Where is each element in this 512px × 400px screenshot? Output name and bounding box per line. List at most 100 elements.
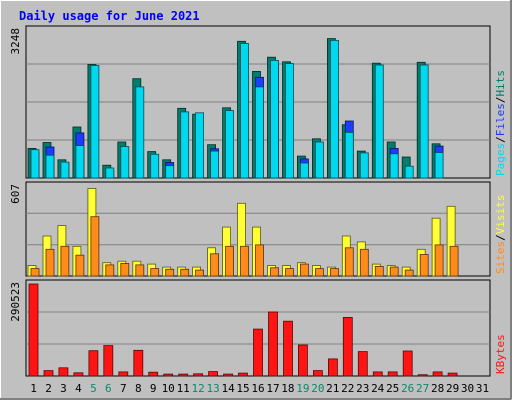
bar-pages: Day 22 Pages 1000 <box>344 131 354 179</box>
panel-visits-sites-legend-label: Sites/Visits <box>494 195 507 275</box>
bar-pages: Day 10 Pages 270 <box>165 165 175 179</box>
bar-pages: Day 25 Pages 530 <box>389 153 399 179</box>
bar-pages: Day 8 Pages 2000 <box>135 86 145 179</box>
bar-sites: Day 24 Sites 65 <box>374 265 384 277</box>
bar-kbytes: Day 27 KBytes 4000 <box>417 374 428 377</box>
bar-pages: Day 2 Pages 500 <box>45 154 55 179</box>
x-tick-label: 3 <box>60 382 67 395</box>
bar-pages: Day 9 Pages 520 <box>150 153 160 179</box>
bar-sites: Day 4 Sites 140 <box>75 254 85 277</box>
x-tick-label: 7 <box>120 382 127 395</box>
bar-kbytes: Day 26 KBytes 79000 <box>402 350 413 377</box>
bar-sites: Day 25 Sites 60 <box>389 266 399 277</box>
bar-pages: Day 6 Pages 220 <box>105 167 115 179</box>
x-tick-label: 15 <box>236 382 249 395</box>
bar-pages: Day 1 Pages 620 <box>30 149 40 179</box>
bar-kbytes: Day 6 KBytes 96000 <box>103 345 114 377</box>
x-tick-label: 9 <box>150 382 157 395</box>
bar-kbytes: Day 2 KBytes 17000 <box>43 370 54 377</box>
x-tick-label: 13 <box>206 382 219 395</box>
x-tick-label: 6 <box>105 382 112 395</box>
bar-sites: Day 6 Sites 75 <box>105 264 115 277</box>
bar-sites: Day 1 Sites 50 <box>30 268 40 277</box>
bar-sites: Day 2 Sites 180 <box>45 248 55 277</box>
bar-pages: Day 24 Pages 2480 <box>374 64 384 179</box>
x-tick-label: 20 <box>311 382 324 395</box>
x-tick-label: 27 <box>416 382 429 395</box>
x-tick-label: 22 <box>341 382 354 395</box>
x-tick-label: 8 <box>135 382 142 395</box>
bar-kbytes: Day 25 KBytes 13000 <box>387 371 398 377</box>
bar-pages: Day 27 Pages 2480 <box>419 64 429 179</box>
bar-sites: Day 20 Sites 50 <box>314 268 324 277</box>
bar-kbytes: Day 9 KBytes 12000 <box>148 371 159 377</box>
panel-hits-files-pages-ymax-label: 3248 <box>9 28 22 55</box>
panel-visits-sites-ymax-label: 607 <box>9 184 22 204</box>
bar-sites: Day 21 Sites 50 <box>329 268 339 277</box>
legend-visits: Visits <box>494 195 507 235</box>
x-tick-label: 1 <box>30 382 37 395</box>
bar-pages: Day 15 Pages 2950 <box>240 43 249 179</box>
legend-files: Files <box>494 103 507 136</box>
x-tick-label: 16 <box>251 382 264 395</box>
x-tick-label: 4 <box>75 382 82 395</box>
bar-kbytes: Day 21 KBytes 54000 <box>327 358 338 377</box>
legend-separator: / <box>494 97 507 104</box>
bar-kbytes: Day 29 KBytes 9000 <box>447 372 458 377</box>
x-tick-label: 24 <box>371 382 385 395</box>
x-tick-label: 19 <box>296 382 309 395</box>
bar-sites: Day 3 Sites 200 <box>60 245 70 277</box>
bar-kbytes: Day 23 KBytes 77000 <box>357 351 368 377</box>
x-tick-label: 29 <box>446 382 459 395</box>
bar-kbytes: Day 15 KBytes 9000 <box>238 372 248 377</box>
bar-sites: Day 28 Sites 210 <box>434 244 444 277</box>
bar-pages: Day 19 Pages 330 <box>299 162 309 179</box>
x-tick-label: 18 <box>281 382 294 395</box>
bar-kbytes: Day 24 KBytes 13000 <box>372 371 383 377</box>
bar-kbytes: Day 5 KBytes 80000 <box>88 350 99 377</box>
legend-hits: Hits <box>494 70 507 97</box>
bar-sites: Day 29 Sites 200 <box>449 245 459 277</box>
x-tick-label: 11 <box>177 382 190 395</box>
bar-kbytes: Day 22 KBytes 185000 <box>342 316 353 377</box>
legend-kbytes: KBytes <box>494 334 507 374</box>
panel-hits-files-pages-legend-label: Pages/Files/Hits <box>494 70 507 176</box>
x-tick-label: 12 <box>191 382 204 395</box>
bar-pages: Day 17 Pages 2580 <box>270 60 279 179</box>
bar-sites: Day 17 Sites 55 <box>270 267 279 277</box>
bar-pages: Day 20 Pages 790 <box>314 141 324 179</box>
bar-pages: Day 12 Pages 1430 <box>195 112 205 179</box>
legend-sites: Sites <box>494 241 507 274</box>
bar-pages: Day 13 Pages 590 <box>210 150 220 179</box>
bar-sites: Day 27 Sites 145 <box>419 254 429 277</box>
bar-sites: Day 8 Sites 75 <box>135 264 145 277</box>
bar-kbytes: Day 4 KBytes 10000 <box>73 372 84 377</box>
x-tick-label: 10 <box>162 382 175 395</box>
bar-kbytes: Day 10 KBytes 6000 <box>163 373 174 377</box>
x-tick-label: 23 <box>356 382 369 395</box>
bar-kbytes: Day 20 KBytes 17000 <box>312 370 323 377</box>
bar-pages: Day 11 Pages 1450 <box>180 111 190 179</box>
bar-pages: Day 21 Pages 3020 <box>329 40 339 179</box>
bar-sites: Day 23 Sites 180 <box>359 248 369 277</box>
bar-pages: Day 14 Pages 1480 <box>225 110 235 179</box>
x-tick-label: 2 <box>45 382 52 395</box>
x-axis-day-labels: 1 2 3 4 5 6 7 8 9 10 11 12 13 14 15 16 17 18 19 20 21 22 23 24 2… <box>30 382 489 395</box>
x-tick-label: 21 <box>326 382 339 395</box>
bar-pages: Day 23 Pages 550 <box>359 152 369 179</box>
bar-sites: Day 19 Sites 80 <box>299 263 309 277</box>
bar-sites: Day 26 Sites 40 <box>404 269 414 277</box>
x-tick-label: 5 <box>90 382 97 395</box>
bar-sites: Day 10 Sites 45 <box>165 268 175 277</box>
bar-kbytes: Day 18 KBytes 173000 <box>283 320 293 377</box>
x-tick-label: 30 <box>461 382 474 395</box>
bar-kbytes: Day 3 KBytes 26000 <box>58 367 69 377</box>
x-tick-label: 14 <box>221 382 235 395</box>
bar-sites: Day 22 Sites 190 <box>344 247 354 277</box>
bar-sites: Day 5 Sites 400 <box>90 216 100 277</box>
chart-title: Daily usage for June 2021 <box>19 9 200 23</box>
bar-kbytes: Day 1 KBytes 290523 <box>28 283 39 377</box>
legend-pages: Pages <box>494 143 507 176</box>
